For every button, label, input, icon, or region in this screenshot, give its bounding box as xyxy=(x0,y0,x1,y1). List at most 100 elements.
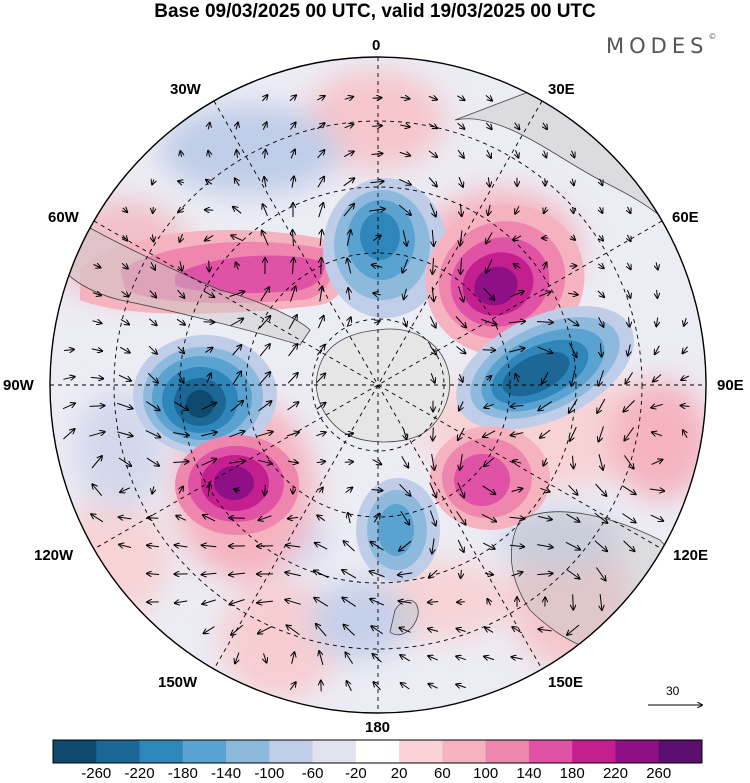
wind-vector xyxy=(93,265,101,268)
wind-vector xyxy=(509,517,525,519)
colorbar-swatch xyxy=(226,740,270,763)
wind-vector xyxy=(484,573,493,574)
wind-vector xyxy=(91,514,104,523)
wind-vector xyxy=(92,484,103,497)
wind-vector xyxy=(482,485,496,494)
anomaly-field xyxy=(50,57,706,713)
wind-vector xyxy=(622,513,635,523)
wind-vector xyxy=(456,346,466,354)
wind-vector xyxy=(316,461,325,462)
wind-vector xyxy=(289,95,296,102)
wind-vector xyxy=(293,230,294,247)
wind-vector xyxy=(173,401,188,410)
wind-vector xyxy=(208,151,210,158)
wind-vector xyxy=(176,318,185,325)
colorbar-tick-label: 20 xyxy=(390,765,408,782)
wind-vector xyxy=(146,401,159,411)
wind-vector xyxy=(119,517,132,519)
wind-vector xyxy=(401,683,410,690)
wind-vector xyxy=(370,599,385,606)
wind-vector xyxy=(123,208,127,212)
wind-vector xyxy=(509,348,524,353)
wind-vector xyxy=(622,485,635,495)
wind-vector xyxy=(511,657,523,659)
wind-vector xyxy=(432,454,435,470)
wind-vector xyxy=(237,150,238,158)
wind-vector xyxy=(292,652,295,664)
positive-anomaly-120e xyxy=(430,426,550,530)
colorbar-tick-label: 140 xyxy=(516,765,542,782)
wind-vector xyxy=(229,292,245,297)
wind-vector xyxy=(600,343,601,356)
wind-vector xyxy=(118,457,131,466)
colorbar-swatch xyxy=(399,740,443,763)
wind-vector xyxy=(433,257,434,274)
lon-label-30e: 30E xyxy=(548,81,575,98)
wind-vector xyxy=(649,489,664,491)
wind-vector xyxy=(317,177,324,188)
wind-vector xyxy=(459,373,462,382)
wind-vector xyxy=(484,656,495,659)
wind-vector xyxy=(177,372,183,383)
wind-vector xyxy=(428,684,438,688)
wind-vector xyxy=(573,594,574,609)
positive-anomaly-60w xyxy=(80,230,349,314)
wind-vector xyxy=(540,429,551,438)
wind-vector xyxy=(537,573,552,574)
wind-vector xyxy=(683,346,688,354)
wind-vector xyxy=(319,651,324,666)
wind-vector xyxy=(399,601,412,603)
lon-label-30w: 30W xyxy=(170,81,201,98)
wind-vector xyxy=(233,207,242,214)
negative-anomaly-90w xyxy=(133,335,277,455)
wind-vector xyxy=(259,344,270,357)
wind-vector xyxy=(257,546,274,547)
wind-vector xyxy=(651,404,663,407)
wind-vector xyxy=(457,539,464,552)
wind-vector xyxy=(92,293,101,296)
wind-vector xyxy=(398,204,411,215)
wind-vector xyxy=(292,176,294,188)
wind-vector xyxy=(373,654,382,663)
wind-vector xyxy=(372,126,382,127)
wind-vector xyxy=(285,600,301,605)
wind-vector xyxy=(90,377,103,378)
wind-vector xyxy=(151,261,155,270)
wind-vector xyxy=(431,373,435,382)
wind-vector xyxy=(684,318,686,326)
wind-vector xyxy=(566,513,580,522)
wind-vector xyxy=(458,286,464,301)
wind-vector xyxy=(598,316,604,327)
wind-vector xyxy=(260,287,270,302)
colorbar-tick-label: -20 xyxy=(345,765,367,782)
colorbar-tick-label: 180 xyxy=(559,765,585,782)
colorbar-swatch xyxy=(269,740,314,763)
wind-vector xyxy=(625,372,634,383)
wind-vector xyxy=(89,406,105,407)
lon-label-150e: 150E xyxy=(548,674,584,691)
wind-vector xyxy=(570,426,577,441)
wind-vector xyxy=(599,426,604,441)
lon-label-90e: 90E xyxy=(717,377,744,394)
wind-vector xyxy=(511,489,523,492)
wind-vector xyxy=(202,545,217,547)
wind-vector xyxy=(344,97,353,100)
wind-vector xyxy=(488,177,489,186)
wind-vector xyxy=(320,287,322,302)
wind-vector xyxy=(145,430,161,438)
wind-vector xyxy=(208,123,210,130)
colorbar-swatch xyxy=(658,740,703,763)
wind-vector xyxy=(428,656,439,660)
wind-vector xyxy=(257,432,272,437)
wind-vector xyxy=(347,317,351,327)
wind-vector xyxy=(207,373,211,383)
wind-vector xyxy=(119,545,132,548)
wind-vector xyxy=(598,454,603,470)
wind-vector xyxy=(628,289,631,298)
colorbar-swatch xyxy=(442,740,487,763)
wind-vector xyxy=(429,482,436,498)
wind-vector xyxy=(457,482,464,498)
wind-vector xyxy=(343,178,355,187)
wind-vector xyxy=(404,288,407,299)
wind-vector xyxy=(264,653,267,662)
